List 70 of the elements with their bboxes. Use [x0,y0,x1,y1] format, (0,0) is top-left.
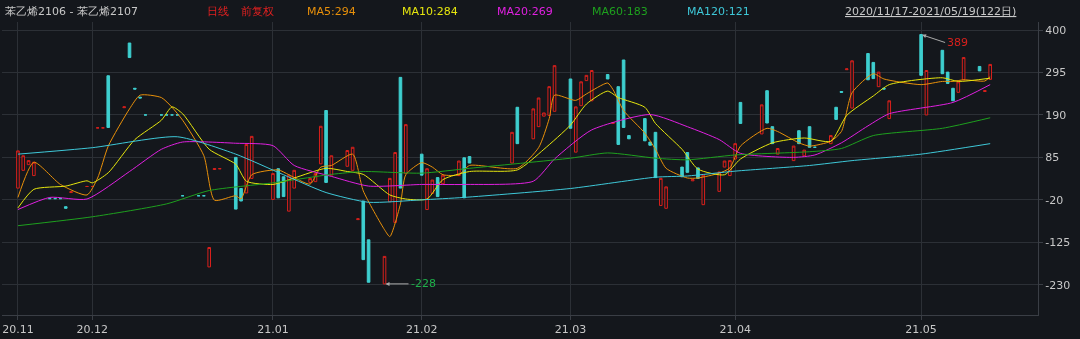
candlestick [281,176,286,198]
text: 2020/11/17-2021/05/19(122日) [845,5,1017,18]
y-tick-label: 295 [1045,66,1067,80]
text: MA10:284 [402,5,458,18]
x-tick-label: 20.11 [2,323,34,337]
text: MA5:294 [307,5,356,18]
candlestick [940,49,945,75]
y-tick-label: -125 [1045,236,1071,250]
candlestick [324,110,328,183]
candlestick [951,87,955,102]
x-tick-label: 21.04 [719,323,751,337]
candlestick [765,90,769,124]
candlestick [701,174,706,206]
candlestick [584,74,589,82]
candlestick [510,131,514,164]
x-tick-label: 21.03 [554,323,587,337]
candlestick [366,239,371,283]
candlestick [589,70,594,102]
candlestick [122,106,126,109]
text: 日线 [207,5,229,18]
candlestick [133,87,137,90]
candlestick [988,63,992,80]
candlestick [627,135,631,140]
candlestick [573,106,578,153]
x-tick-label: 21.02 [405,323,438,337]
text: MA20:269 [497,5,553,18]
candlestick [138,96,142,99]
candlestick [345,150,350,167]
candlestick [579,81,583,107]
y-tick-label: -230 [1045,278,1071,292]
candlestick [919,34,923,76]
candlestick [616,86,621,145]
x-tick-label: 21.01 [257,323,289,337]
text: MA60:183 [592,5,648,18]
candlestick [356,218,360,221]
candlestick [63,206,68,209]
candlestick [961,57,966,81]
candlestick [69,191,73,194]
x-tick-label: 20.12 [76,323,109,337]
candlestick [106,75,111,128]
candlestick [308,177,312,183]
candlestick [834,106,838,120]
candlestick [643,118,647,142]
annotation: -228 [411,277,436,290]
line-series [17,73,991,238]
candlestick [983,90,987,93]
candlestick [690,179,695,182]
text: 前复权 [241,5,274,18]
candlestick [515,106,520,145]
y-tick-label: 400 [1045,23,1067,37]
candlestick [318,125,323,165]
candlestick [531,108,536,140]
chart-title: 苯乙烯2106 - 苯乙烯2107 [5,5,138,18]
text: MA120:121 [687,5,750,18]
annotation: 389 [947,36,968,49]
candlestick [350,146,355,171]
y-tick-label: 190 [1045,108,1067,122]
line-series [17,117,991,227]
candlestick [759,104,764,135]
candlestick [621,59,626,128]
candlestick [403,124,408,175]
candlestick [887,100,892,120]
candlestick [977,65,982,72]
candlestick [876,71,881,88]
x-tick-label: 21.05 [905,323,937,337]
y-tick-label: -20 [1045,193,1064,207]
candlestick [605,74,610,80]
candlestick [207,247,211,268]
candlestick [956,81,961,93]
y-tick-label: 85 [1045,151,1060,165]
